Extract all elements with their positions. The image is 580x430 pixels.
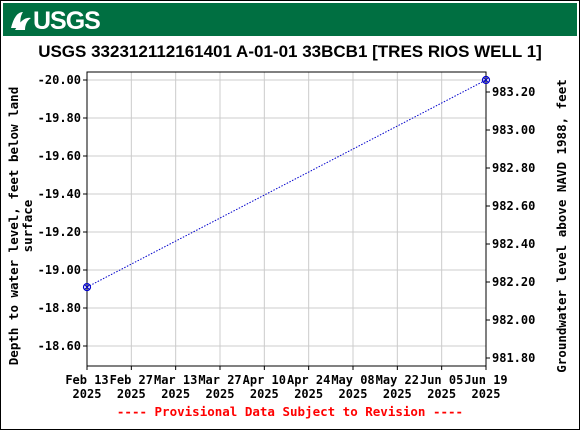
ticks-layer: [83, 79, 490, 370]
x-tick-label: Mar 13: [154, 373, 197, 387]
x-tick-year: 2025: [294, 387, 323, 401]
x-tick-label: Mar 27: [198, 373, 241, 387]
usgs-wave-icon: [11, 12, 31, 30]
y-right-tick-label: 982.00: [492, 313, 535, 327]
y-right-tick-label: 981.80: [492, 351, 535, 365]
y-left-tick-label: -19.60: [38, 149, 81, 163]
x-tick-year: 2025: [161, 387, 190, 401]
x-tick-label: Feb 27: [110, 373, 153, 387]
x-tick-label: Apr 24: [287, 373, 330, 387]
series-layer: [82, 75, 491, 292]
y-left-tick-label: -20.00: [38, 73, 81, 87]
x-tick-year: 2025: [117, 387, 146, 401]
data-point[interactable]: [82, 283, 92, 292]
x-tick-year: 2025: [427, 387, 456, 401]
y-right-axis-title: Groundwater level above NAVD 1988, feet: [554, 79, 569, 373]
usgs-header-bar: USGS: [3, 3, 577, 36]
x-tick-label: May 22: [376, 373, 419, 387]
y-right-tick-label: 982.80: [492, 161, 535, 175]
provisional-notice: ---- Provisional Data Subject to Revisio…: [116, 404, 464, 419]
series-line: [86, 79, 487, 288]
x-tick-year: 2025: [206, 387, 235, 401]
y-left-tick-label: -18.60: [38, 339, 81, 353]
chart-title: USGS 332312112161401 A-01-01 33BCB1 [TRE…: [38, 42, 542, 61]
x-tick-label: Jun 19: [464, 373, 507, 387]
y-left-tick-label: -18.80: [38, 301, 81, 315]
y-left-axis-title-line2: surface: [20, 199, 35, 252]
y-left-axis-title: Depth to water level, feet below land: [6, 87, 21, 365]
data-point[interactable]: [481, 75, 491, 85]
x-tick-year: 2025: [383, 387, 412, 401]
axis-titles: Depth to water level, feet below land sur…: [6, 79, 569, 373]
grid-layer: [87, 72, 486, 366]
x-tick-label: Apr 10: [243, 373, 286, 387]
y-left-tick-label: -19.20: [38, 225, 81, 239]
x-tick-year: 2025: [339, 387, 368, 401]
x-tick-year: 2025: [472, 387, 501, 401]
data-point-cross: [483, 77, 489, 83]
x-tick-label: May 08: [331, 373, 374, 387]
usgs-logo-text: USGS: [33, 7, 100, 33]
y-right-tick-label: 983.00: [492, 123, 535, 137]
x-tick-year: 2025: [73, 387, 102, 401]
y-right-tick-label: 983.20: [492, 85, 535, 99]
y-right-tick-label: 982.20: [492, 275, 535, 289]
y-right-tick-label: 982.40: [492, 237, 535, 251]
x-tick-label: Feb 13: [65, 373, 108, 387]
y-right-tick-label: 982.60: [492, 199, 535, 213]
x-tick-year: 2025: [250, 387, 279, 401]
y-left-tick-label: -19.40: [38, 187, 81, 201]
data-point-cross: [84, 284, 90, 290]
plot-area: [86, 71, 487, 367]
usgs-logo[interactable]: USGS: [9, 6, 109, 33]
x-tick-label: Jun 05: [420, 373, 463, 387]
y-left-tick-label: -19.80: [38, 111, 81, 125]
y-left-tick-label: -19.00: [38, 263, 81, 277]
